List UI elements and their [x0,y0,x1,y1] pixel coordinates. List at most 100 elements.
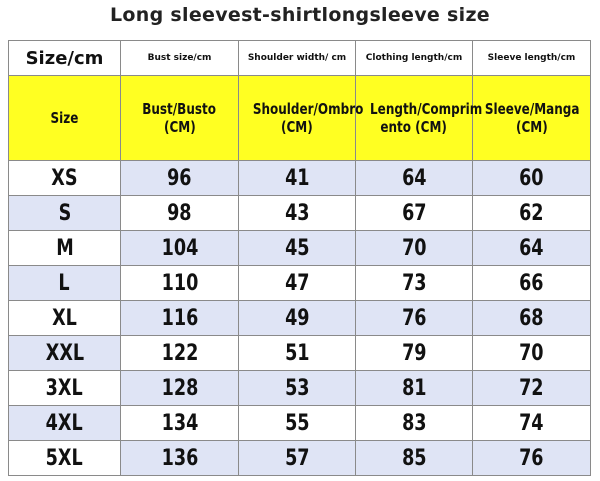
subheader-line: Length/Comprim [370,100,483,118]
subheader-line: ento (CM) [380,118,448,136]
data-cell: 5XL [8,440,121,476]
cell-text: 3XL [45,375,84,401]
cell-text: 72 [519,375,544,401]
subheader-line: (CM) [281,118,313,136]
header-row: Size/cm Bust size/cm Shoulder width/ cm Clo… [8,40,591,76]
cell-text: 43 [284,200,310,226]
cell-text: XS [51,165,78,191]
data-cell: 45 [238,230,356,266]
data-cell: 81 [355,370,473,406]
cell-text: 68 [519,305,544,331]
cell-text: 110 [161,270,198,296]
cell-text: 47 [284,270,310,296]
cell-text: 70 [401,235,427,261]
cell-text: 73 [401,270,427,296]
cell-text: 53 [284,375,310,401]
cell-text: 83 [401,410,427,436]
data-cell: XS [8,160,121,196]
cell-text: 66 [519,270,544,296]
cell-text: 98 [167,200,192,226]
data-cell: 70 [355,230,473,266]
data-cell: 55 [238,405,356,441]
subheader-row: Size Bust/Busto(CM) Shoulder/Ombro(CM) Leng… [8,75,591,161]
subheader-line: Shoulder/Ombro [252,100,364,118]
cell-text: 85 [401,445,427,471]
header-cell: Size/cm [8,40,121,76]
cell-text: 41 [284,165,310,191]
cell-text: 62 [519,200,544,226]
subheader-cell: Bust/Busto(CM) [120,75,239,161]
title: Long sleevest-shirtlongsleeve size [110,4,490,26]
data-row: XL 116 49 76 68 [8,300,591,336]
cell-text: 76 [519,445,544,471]
data-cell: 136 [120,440,239,476]
data-cell: 76 [355,300,473,336]
data-row: S 98 43 67 62 [8,195,591,231]
cell-text: 4XL [45,410,84,436]
cell-text: 49 [284,305,310,331]
data-cell: 98 [120,195,239,231]
data-cell: 83 [355,405,473,441]
data-cell: 51 [238,335,356,371]
data-cell: M [8,230,121,266]
data-cell: 104 [120,230,239,266]
data-cell: 79 [355,335,473,371]
data-cell: L [8,265,121,301]
data-cell: 68 [472,300,591,336]
data-cell: 53 [238,370,356,406]
cell-text: 51 [284,340,310,366]
cell-text: 67 [401,200,427,226]
cell-text: 70 [519,340,544,366]
data-cell: 72 [472,370,591,406]
data-cell: S [8,195,121,231]
cell-text: 76 [401,305,427,331]
data-cell: 85 [355,440,473,476]
header-cell: Bust size/cm [120,40,239,76]
data-cell: 4XL [8,405,121,441]
data-row: XS 96 41 64 60 [8,160,591,196]
data-cell: 70 [472,335,591,371]
data-row: L 110 47 73 66 [8,265,591,301]
data-cell: 116 [120,300,239,336]
cell-text: 5XL [45,445,84,471]
data-cell: 57 [238,440,356,476]
header-cell: Sleeve length/cm [472,40,591,76]
data-cell: 122 [120,335,239,371]
data-cell: 43 [238,195,356,231]
subheader-line: Sleeve/Manga [484,100,580,118]
subheader-cell: Sleeve/Manga(CM) [472,75,591,161]
cell-text: 64 [401,165,427,191]
data-row: 5XL 136 57 85 76 [8,440,591,476]
cell-text: 64 [519,235,544,261]
subheader-cell: Size [8,75,121,161]
subheader-cell: Shoulder/Ombro(CM) [238,75,363,161]
data-cell: 134 [120,405,239,441]
data-cell: 110 [120,265,239,301]
subheader-line: (CM) [515,118,548,136]
cell-text: 128 [161,375,198,401]
data-cell: 96 [120,160,239,196]
data-cell: 47 [238,265,356,301]
data-cell: 73 [355,265,473,301]
cell-text: 79 [401,340,427,366]
cell-text: 96 [167,165,192,191]
cell-text: 122 [161,340,198,366]
data-cell: XXL [8,335,121,371]
data-cell: 76 [472,440,591,476]
data-row: 3XL 128 53 81 72 [8,370,591,406]
data-cell: 41 [238,160,356,196]
cell-text: 60 [519,165,544,191]
cell-text: 74 [519,410,544,436]
subheader-line: Bust/Busto [142,100,217,118]
cell-text: 134 [161,410,198,436]
subheader-line: Size [50,109,79,127]
subheader-cell: Length/Comprimento (CM) [355,75,482,161]
data-cell: 64 [355,160,473,196]
cell-text: 45 [284,235,310,261]
subheader-line: (CM) [163,118,196,136]
cell-text: XL [52,305,77,331]
data-cell: 49 [238,300,356,336]
data-cell: 128 [120,370,239,406]
data-cell: 60 [472,160,591,196]
